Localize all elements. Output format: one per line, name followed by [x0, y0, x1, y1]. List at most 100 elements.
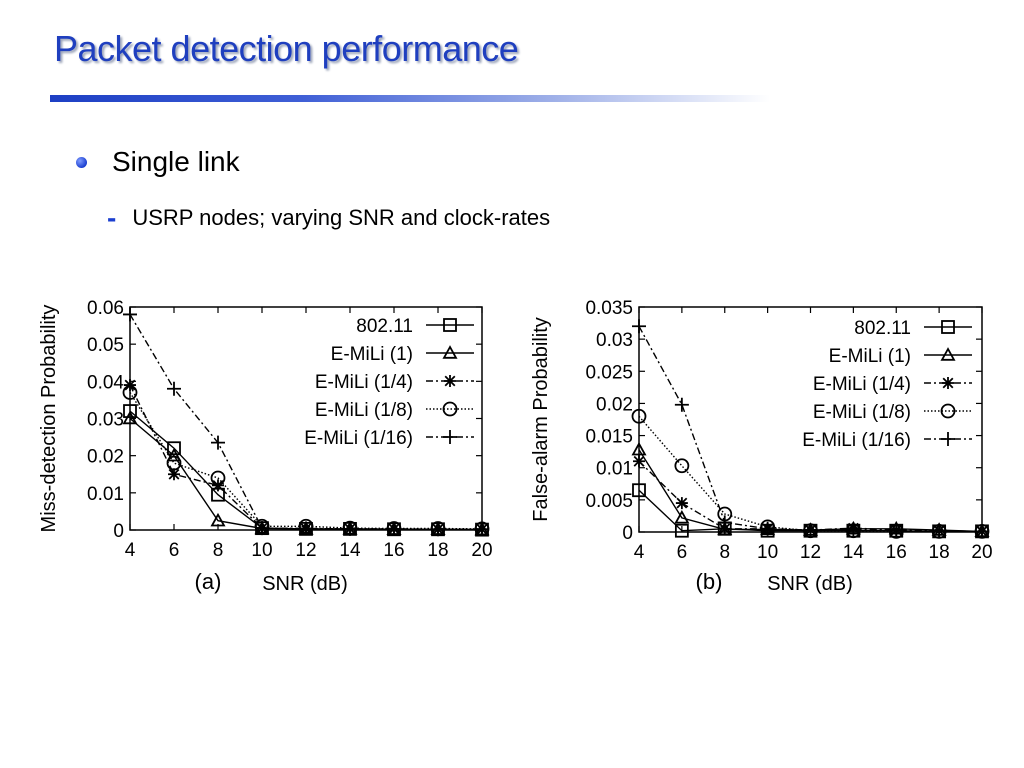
- legend-marker: [443, 430, 457, 444]
- x-tick-label: 4: [634, 542, 645, 563]
- data-point: [932, 523, 947, 538]
- y-tick-label: 0.02: [596, 394, 633, 415]
- series-line: [129, 392, 483, 530]
- y-tick-label: 0.015: [585, 427, 633, 448]
- y-axis-label: Miss-detection Probability: [38, 305, 60, 533]
- data-point: [124, 379, 136, 392]
- y-tick-label: 0: [622, 523, 633, 544]
- legend-marker: [940, 403, 956, 419]
- legend: 802.11 E-MiLi (1) E-MiLi (1/4) E-MiLi (1/8)…: [802, 318, 972, 451]
- series-line: [129, 314, 482, 531]
- x-tick-label: 8: [213, 540, 224, 561]
- slide-title: Packet detection performance: [54, 28, 519, 69]
- data-point: [760, 521, 775, 536]
- data-point: [674, 458, 690, 474]
- data-point: [211, 435, 225, 450]
- bullet-item-level2: - USRP nodes; varying SNR and clock-rate…: [107, 202, 551, 233]
- sub-bullet-text: USRP nodes; varying SNR and clock-rates: [132, 205, 551, 230]
- y-tick-label: 0.06: [87, 298, 124, 319]
- y-axis-label: False-alarm Probability: [530, 317, 552, 522]
- data-point: [255, 521, 269, 536]
- plot-frame: [638, 306, 983, 533]
- data-point: [632, 319, 646, 334]
- data-point: [631, 441, 647, 456]
- x-axis-label: SNR (dB): [262, 573, 348, 595]
- panel-label: (b): [696, 569, 723, 594]
- legend-label: E-MiLi (1): [829, 346, 911, 367]
- plot-frame: [129, 306, 483, 531]
- data-point: [122, 385, 138, 400]
- x-tick-label: 12: [295, 540, 316, 561]
- bullet-item-level1: Single link: [76, 146, 240, 178]
- data-point: [167, 441, 181, 456]
- x-tick-label: 16: [886, 542, 907, 563]
- x-tick-label: 10: [251, 540, 272, 561]
- data-point: [166, 455, 182, 471]
- data-point: [210, 470, 226, 486]
- x-tick-label: 4: [125, 540, 136, 561]
- data-point: [299, 521, 313, 536]
- x-tick-label: 6: [169, 540, 180, 561]
- legend-marker: [941, 432, 955, 446]
- data-point: [387, 521, 401, 536]
- dash-bullet-icon: -: [107, 202, 117, 233]
- data-point: [975, 524, 989, 539]
- legend-marker: [942, 377, 954, 389]
- legend-label: E-MiLi (1/16): [304, 428, 413, 449]
- data-point: [210, 512, 226, 527]
- legend-marker: [442, 401, 458, 417]
- legend-label: 802.11: [854, 318, 911, 339]
- legend-label: E-MiLi (1/4): [813, 374, 911, 395]
- y-tick-label: 0.03: [87, 410, 124, 431]
- y-tick-label: 0.005: [585, 491, 633, 512]
- data-point: [475, 522, 489, 537]
- data-point: [889, 523, 904, 538]
- x-tick-label: 8: [719, 542, 730, 563]
- legend-label: E-MiLi (1/8): [813, 402, 911, 423]
- data-point: [674, 397, 689, 412]
- data-point: [632, 483, 646, 498]
- x-tick-label: 16: [383, 540, 404, 561]
- x-tick-label: 20: [971, 542, 992, 563]
- y-tick-label: 0: [113, 521, 124, 542]
- panel-label: (a): [195, 569, 222, 594]
- legend-marker: [941, 320, 955, 334]
- legend-label: 802.11: [356, 316, 413, 337]
- series-2: [631, 441, 990, 538]
- data-point: [166, 447, 182, 462]
- y-tick-label: 0.02: [87, 447, 124, 468]
- series-line: [638, 449, 983, 533]
- series-5: [632, 319, 989, 539]
- x-tick-label: 10: [757, 542, 778, 563]
- legend: 802.11 E-MiLi (1) E-MiLi (1/4) E-MiLi (1/8)…: [304, 316, 474, 449]
- y-tick-label: 0.03: [596, 330, 633, 351]
- y-tick-label: 0.035: [585, 298, 633, 319]
- y-tick-label: 0.025: [585, 362, 633, 383]
- data-point: [674, 510, 690, 524]
- y-tick-label: 0.05: [87, 335, 124, 356]
- data-point: [168, 468, 180, 481]
- x-tick-label: 18: [427, 540, 448, 561]
- data-point: [212, 479, 224, 492]
- y-tick-label: 0.01: [87, 484, 124, 505]
- legend-marker: [444, 375, 456, 387]
- x-tick-label: 12: [800, 542, 821, 563]
- legend-label: E-MiLi (1/4): [315, 372, 413, 393]
- data-point: [633, 455, 645, 468]
- legend-marker: [442, 345, 458, 359]
- x-tick-label: 20: [471, 540, 492, 561]
- x-tick-label: 6: [677, 542, 688, 563]
- series-5: [123, 307, 489, 537]
- chart-false-alarm: 0 0.005 0.01 0.015 0.02 0.025 0.03 0.035 4 6 8 10 12…: [530, 298, 993, 595]
- legend-label: E-MiLi (1/16): [802, 430, 911, 451]
- data-point: [674, 523, 689, 538]
- data-point: [122, 410, 138, 425]
- data-point: [123, 307, 137, 322]
- y-tick-label: 0.04: [87, 372, 124, 393]
- data-point: [675, 497, 688, 510]
- legend-label: E-MiLi (1/8): [315, 400, 413, 421]
- data-point: [431, 522, 445, 537]
- y-tick-label: 0.01: [596, 459, 633, 480]
- bullet-dot-icon: [76, 156, 87, 168]
- title-underline: [50, 95, 770, 102]
